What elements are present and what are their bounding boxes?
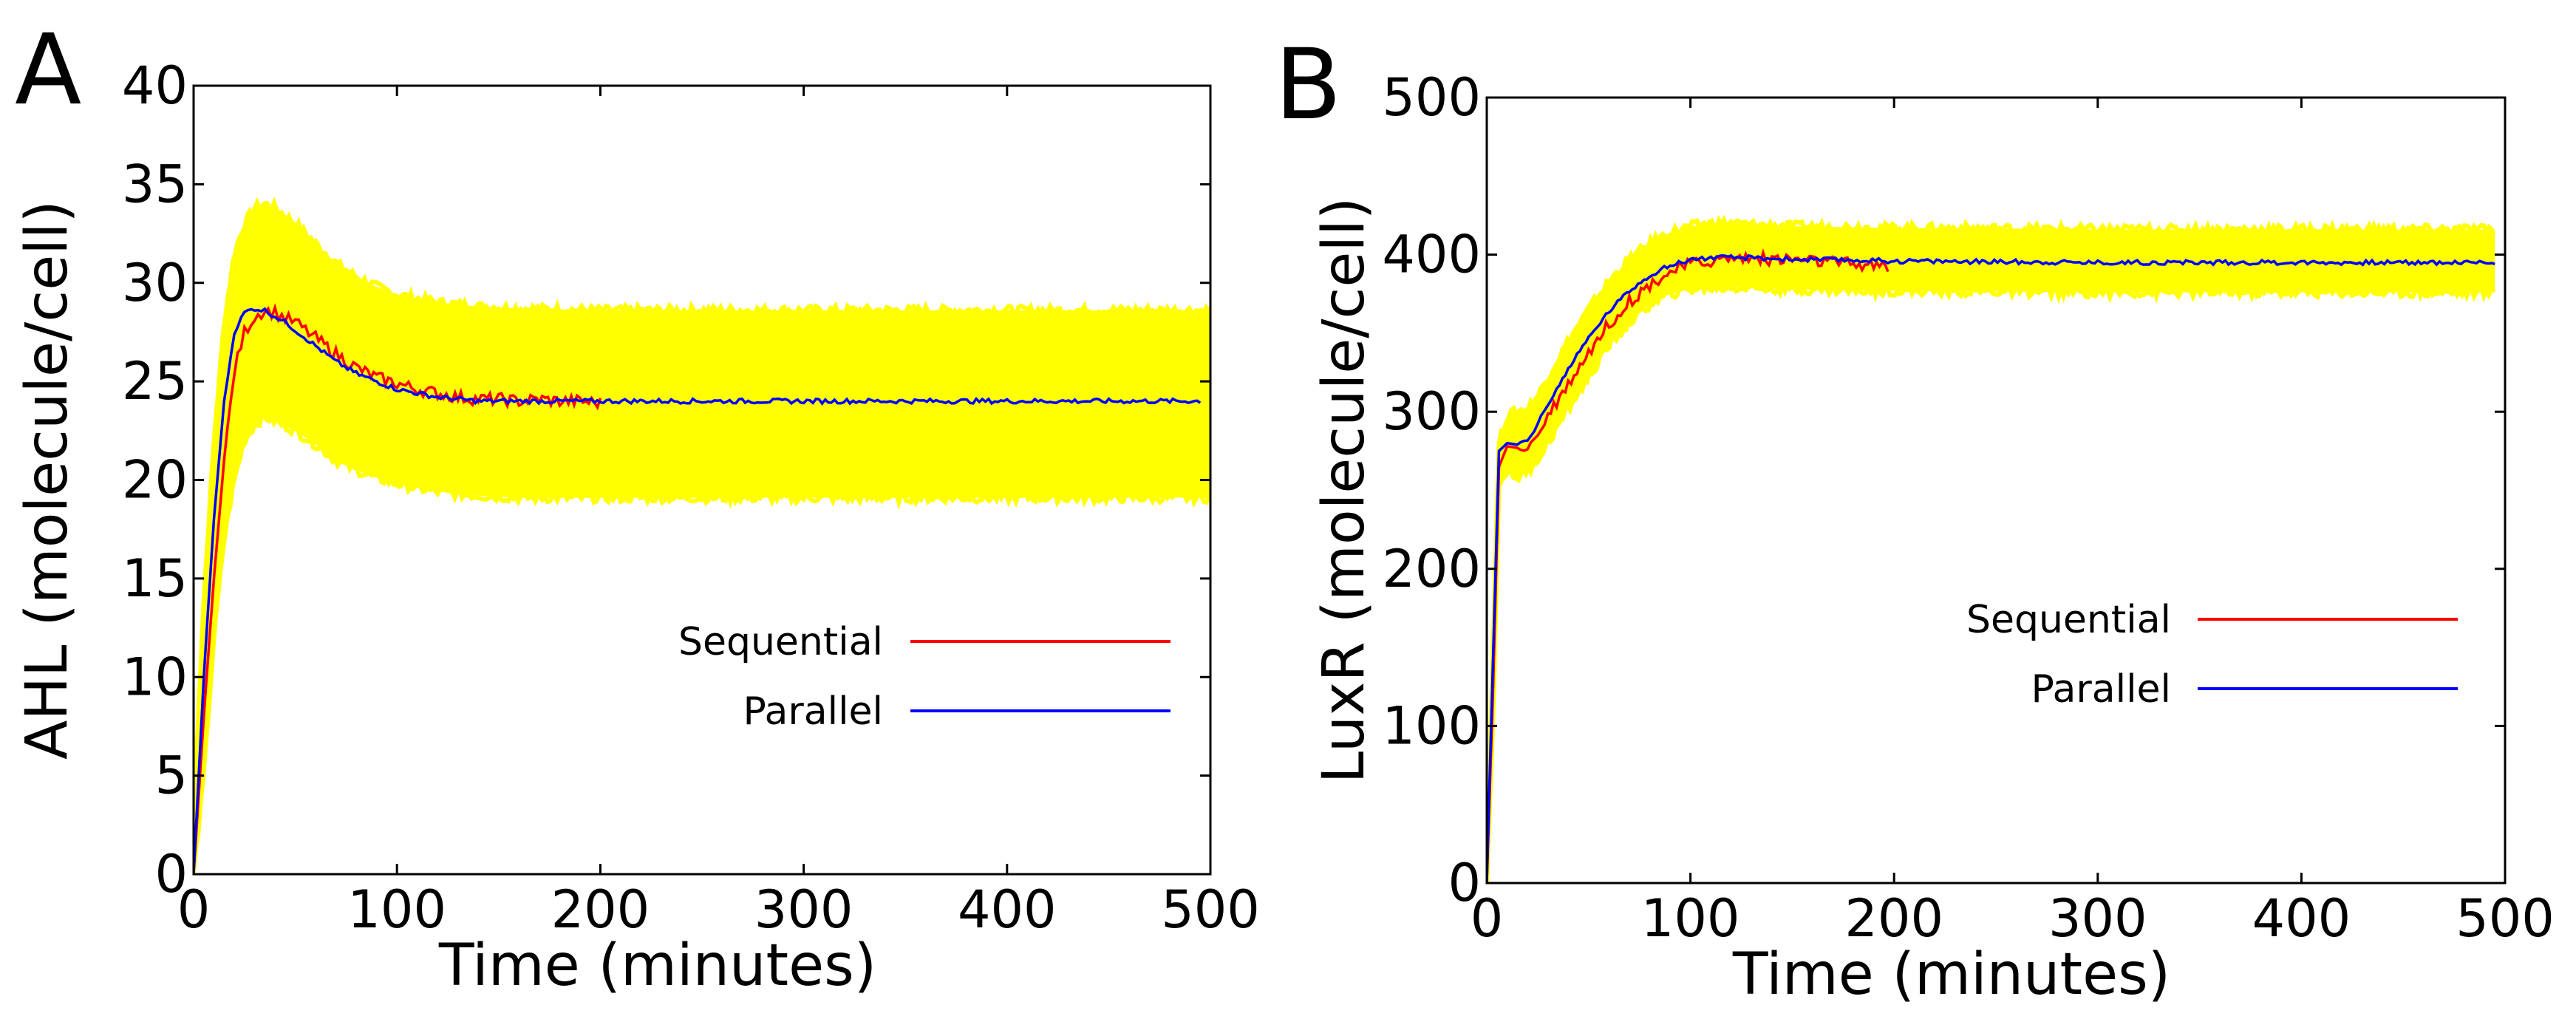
y-axis-label: LuxR (molecule/cell) (1311, 197, 1377, 783)
y-tick-label: 25 (122, 351, 188, 412)
panel-letter: A (15, 13, 81, 127)
band-noise (194, 196, 1210, 873)
y-tick-label: 15 (122, 548, 188, 609)
panel-letter: B (1275, 28, 1342, 142)
y-tick-label: 100 (1382, 695, 1481, 756)
legend-label-parallel: Parallel (2031, 667, 2171, 712)
legend-label-sequential: Sequential (1966, 598, 2171, 642)
x-tick-label: 200 (551, 879, 650, 940)
x-axis-label: Time (minutes) (438, 933, 876, 999)
x-tick-label: 100 (1641, 888, 1740, 949)
y-tick-label: 400 (1382, 225, 1481, 285)
y-tick-label: 0 (1448, 853, 1481, 913)
y-tick-label: 40 (122, 55, 188, 116)
y-tick-label: 500 (1382, 67, 1481, 128)
x-axis-label: Time (minutes) (1732, 941, 2170, 1008)
y-axis-label: AHL (molecule/cell) (14, 200, 81, 760)
legend: Sequential Parallel (678, 620, 1171, 734)
x-tick-label: 300 (754, 879, 853, 940)
legend: Sequential Parallel (1966, 598, 2458, 712)
x-tick-label: 300 (2048, 888, 2147, 949)
variability-band (194, 204, 1210, 874)
y-tick-label: 300 (1382, 381, 1481, 442)
variability-band (1487, 223, 2495, 883)
series-line-parallel (194, 307, 1202, 874)
y-tick-label: 35 (122, 154, 188, 214)
y-tick-label: 20 (122, 450, 188, 511)
band-noise (1487, 214, 2496, 883)
series-line-parallel (1487, 253, 2495, 883)
legend-label-parallel: Parallel (743, 689, 883, 734)
panel-b: 0 100 200 300 400 500 0 100 200 300 400 500 Time (mi… (1275, 28, 2555, 1008)
y-tick-label: 10 (122, 647, 188, 707)
x-tick-label: 400 (2252, 888, 2351, 949)
x-tick-label: 0 (177, 879, 211, 940)
y-tick-label: 0 (154, 844, 188, 904)
legend-label-sequential: Sequential (678, 620, 883, 664)
x-tick-label: 500 (2456, 888, 2555, 949)
panel-a: 0 100 200 300 400 500 0 5 10 15 20 25 30 35 40 Time (mi… (14, 13, 1260, 999)
series-line-sequential (1487, 248, 1890, 883)
x-tick-label: 200 (1844, 888, 1943, 949)
y-tick-label: 30 (122, 253, 188, 313)
x-tick-label: 0 (1471, 888, 1504, 949)
y-tick-label: 200 (1382, 539, 1481, 599)
x-tick-label: 100 (347, 879, 446, 940)
series-line-sequential (194, 303, 602, 874)
x-tick-label: 500 (1161, 879, 1260, 940)
plot-frame (1485, 96, 2507, 885)
x-tick-label: 400 (958, 879, 1057, 940)
y-tick-label: 5 (154, 746, 188, 806)
